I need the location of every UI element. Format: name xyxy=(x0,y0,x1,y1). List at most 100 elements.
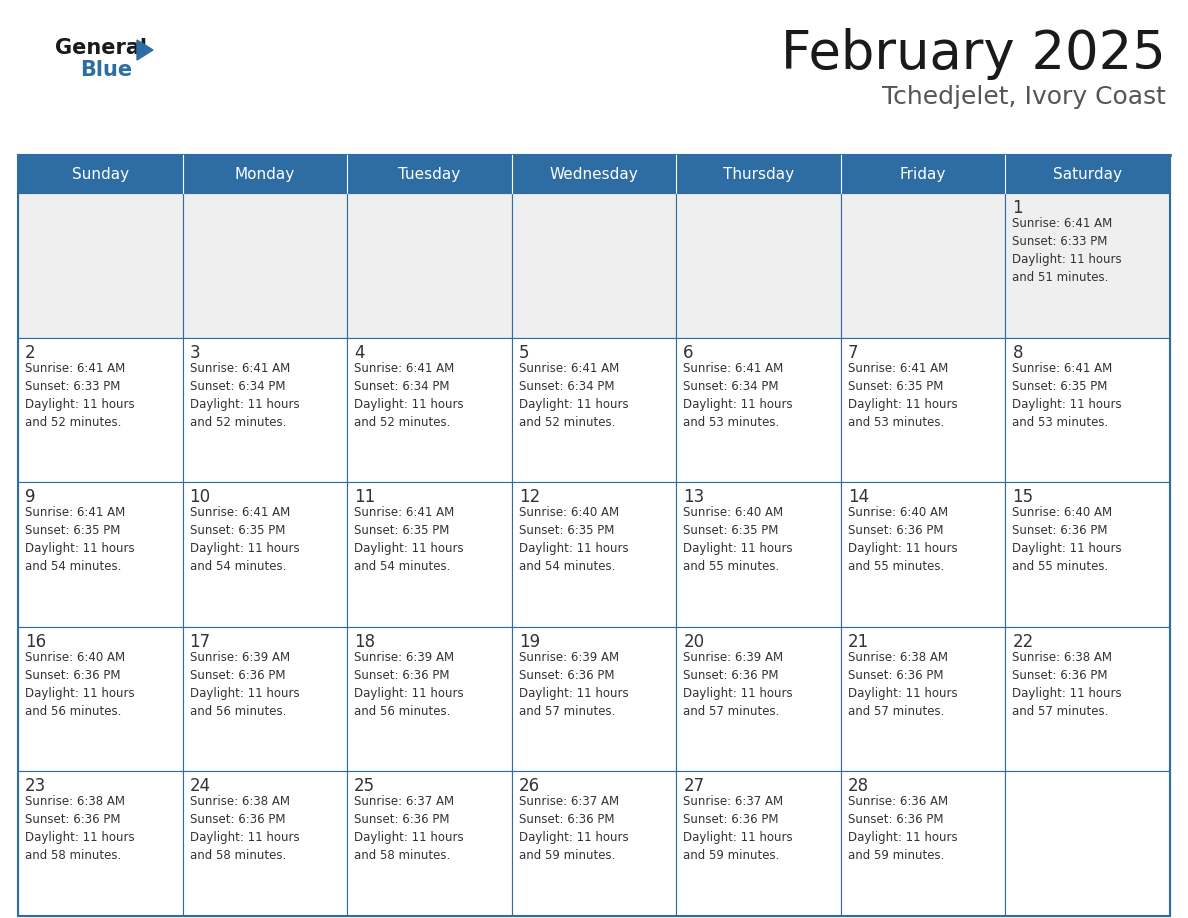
Bar xyxy=(347,771,512,916)
Text: 25: 25 xyxy=(354,778,375,795)
Bar xyxy=(841,193,1005,338)
Bar xyxy=(512,771,676,916)
Text: 11: 11 xyxy=(354,488,375,506)
Bar xyxy=(676,627,841,771)
Text: Sunrise: 6:38 AM
Sunset: 6:36 PM
Daylight: 11 hours
and 57 minutes.: Sunrise: 6:38 AM Sunset: 6:36 PM Dayligh… xyxy=(1012,651,1121,718)
Text: Sunrise: 6:41 AM
Sunset: 6:35 PM
Daylight: 11 hours
and 54 minutes.: Sunrise: 6:41 AM Sunset: 6:35 PM Dayligh… xyxy=(25,506,134,573)
Bar xyxy=(347,627,512,771)
Bar xyxy=(841,338,1005,482)
Text: 23: 23 xyxy=(25,778,46,795)
Text: Sunrise: 6:40 AM
Sunset: 6:36 PM
Daylight: 11 hours
and 55 minutes.: Sunrise: 6:40 AM Sunset: 6:36 PM Dayligh… xyxy=(848,506,958,573)
Bar xyxy=(512,338,676,482)
Bar xyxy=(1005,771,1170,916)
Bar xyxy=(1005,193,1170,338)
Text: Sunrise: 6:41 AM
Sunset: 6:33 PM
Daylight: 11 hours
and 51 minutes.: Sunrise: 6:41 AM Sunset: 6:33 PM Dayligh… xyxy=(1012,217,1121,284)
Text: 26: 26 xyxy=(519,778,539,795)
Text: 20: 20 xyxy=(683,633,704,651)
Bar xyxy=(183,193,347,338)
Text: Thursday: Thursday xyxy=(723,166,794,182)
Text: Blue: Blue xyxy=(80,60,132,80)
Text: 1: 1 xyxy=(1012,199,1023,217)
Text: Sunrise: 6:36 AM
Sunset: 6:36 PM
Daylight: 11 hours
and 59 minutes.: Sunrise: 6:36 AM Sunset: 6:36 PM Dayligh… xyxy=(848,795,958,862)
Text: 4: 4 xyxy=(354,343,365,362)
Text: 5: 5 xyxy=(519,343,529,362)
Text: Sunrise: 6:39 AM
Sunset: 6:36 PM
Daylight: 11 hours
and 57 minutes.: Sunrise: 6:39 AM Sunset: 6:36 PM Dayligh… xyxy=(519,651,628,718)
Bar xyxy=(841,771,1005,916)
Text: Sunrise: 6:41 AM
Sunset: 6:34 PM
Daylight: 11 hours
and 52 minutes.: Sunrise: 6:41 AM Sunset: 6:34 PM Dayligh… xyxy=(354,362,463,429)
Bar xyxy=(18,193,183,338)
Text: 17: 17 xyxy=(190,633,210,651)
Bar xyxy=(676,155,841,193)
Text: 21: 21 xyxy=(848,633,870,651)
Text: 12: 12 xyxy=(519,488,541,506)
Polygon shape xyxy=(137,40,153,60)
Text: 2: 2 xyxy=(25,343,36,362)
Text: Sunrise: 6:39 AM
Sunset: 6:36 PM
Daylight: 11 hours
and 56 minutes.: Sunrise: 6:39 AM Sunset: 6:36 PM Dayligh… xyxy=(354,651,463,718)
Text: 7: 7 xyxy=(848,343,859,362)
Text: Sunrise: 6:38 AM
Sunset: 6:36 PM
Daylight: 11 hours
and 58 minutes.: Sunrise: 6:38 AM Sunset: 6:36 PM Dayligh… xyxy=(190,795,299,862)
Text: Sunrise: 6:41 AM
Sunset: 6:35 PM
Daylight: 11 hours
and 54 minutes.: Sunrise: 6:41 AM Sunset: 6:35 PM Dayligh… xyxy=(354,506,463,573)
Bar xyxy=(676,193,841,338)
Text: 6: 6 xyxy=(683,343,694,362)
Bar xyxy=(18,155,1170,193)
Text: Sunrise: 6:37 AM
Sunset: 6:36 PM
Daylight: 11 hours
and 58 minutes.: Sunrise: 6:37 AM Sunset: 6:36 PM Dayligh… xyxy=(354,795,463,862)
Bar xyxy=(1005,155,1170,193)
Text: 28: 28 xyxy=(848,778,868,795)
Text: Monday: Monday xyxy=(235,166,295,182)
Bar xyxy=(512,627,676,771)
Text: Sunrise: 6:40 AM
Sunset: 6:36 PM
Daylight: 11 hours
and 55 minutes.: Sunrise: 6:40 AM Sunset: 6:36 PM Dayligh… xyxy=(1012,506,1121,573)
Bar xyxy=(183,627,347,771)
Bar xyxy=(676,482,841,627)
Text: 18: 18 xyxy=(354,633,375,651)
Bar xyxy=(347,155,512,193)
Bar xyxy=(18,771,183,916)
Text: Sunrise: 6:37 AM
Sunset: 6:36 PM
Daylight: 11 hours
and 59 minutes.: Sunrise: 6:37 AM Sunset: 6:36 PM Dayligh… xyxy=(683,795,792,862)
Text: 3: 3 xyxy=(190,343,201,362)
Text: Sunrise: 6:41 AM
Sunset: 6:34 PM
Daylight: 11 hours
and 53 minutes.: Sunrise: 6:41 AM Sunset: 6:34 PM Dayligh… xyxy=(683,362,792,429)
Text: 24: 24 xyxy=(190,778,210,795)
Bar xyxy=(1005,338,1170,482)
Text: Tuesday: Tuesday xyxy=(398,166,461,182)
Text: Sunrise: 6:41 AM
Sunset: 6:35 PM
Daylight: 11 hours
and 54 minutes.: Sunrise: 6:41 AM Sunset: 6:35 PM Dayligh… xyxy=(190,506,299,573)
Text: 13: 13 xyxy=(683,488,704,506)
Bar xyxy=(18,627,183,771)
Text: Sunday: Sunday xyxy=(71,166,128,182)
Bar xyxy=(18,482,183,627)
Bar xyxy=(1005,482,1170,627)
Bar xyxy=(347,482,512,627)
Text: Sunrise: 6:41 AM
Sunset: 6:34 PM
Daylight: 11 hours
and 52 minutes.: Sunrise: 6:41 AM Sunset: 6:34 PM Dayligh… xyxy=(519,362,628,429)
Text: Sunrise: 6:41 AM
Sunset: 6:35 PM
Daylight: 11 hours
and 53 minutes.: Sunrise: 6:41 AM Sunset: 6:35 PM Dayligh… xyxy=(1012,362,1121,429)
Bar xyxy=(512,155,676,193)
Text: Sunrise: 6:40 AM
Sunset: 6:35 PM
Daylight: 11 hours
and 54 minutes.: Sunrise: 6:40 AM Sunset: 6:35 PM Dayligh… xyxy=(519,506,628,573)
Text: Sunrise: 6:41 AM
Sunset: 6:35 PM
Daylight: 11 hours
and 53 minutes.: Sunrise: 6:41 AM Sunset: 6:35 PM Dayligh… xyxy=(848,362,958,429)
Bar xyxy=(18,155,183,193)
Bar xyxy=(18,338,183,482)
Text: Sunrise: 6:38 AM
Sunset: 6:36 PM
Daylight: 11 hours
and 57 minutes.: Sunrise: 6:38 AM Sunset: 6:36 PM Dayligh… xyxy=(848,651,958,718)
Bar xyxy=(183,338,347,482)
Bar xyxy=(512,193,676,338)
Bar xyxy=(18,193,1170,916)
Text: Wednesday: Wednesday xyxy=(550,166,638,182)
Text: Sunrise: 6:40 AM
Sunset: 6:36 PM
Daylight: 11 hours
and 56 minutes.: Sunrise: 6:40 AM Sunset: 6:36 PM Dayligh… xyxy=(25,651,134,718)
Bar xyxy=(841,482,1005,627)
Text: Saturday: Saturday xyxy=(1054,166,1123,182)
Text: Friday: Friday xyxy=(901,166,947,182)
Text: Sunrise: 6:39 AM
Sunset: 6:36 PM
Daylight: 11 hours
and 57 minutes.: Sunrise: 6:39 AM Sunset: 6:36 PM Dayligh… xyxy=(683,651,792,718)
Bar xyxy=(676,338,841,482)
Text: Sunrise: 6:41 AM
Sunset: 6:33 PM
Daylight: 11 hours
and 52 minutes.: Sunrise: 6:41 AM Sunset: 6:33 PM Dayligh… xyxy=(25,362,134,429)
Bar xyxy=(841,627,1005,771)
Bar xyxy=(183,482,347,627)
Bar xyxy=(676,771,841,916)
Text: 15: 15 xyxy=(1012,488,1034,506)
Text: Tchedjelet, Ivory Coast: Tchedjelet, Ivory Coast xyxy=(883,85,1165,109)
Text: 19: 19 xyxy=(519,633,539,651)
Text: Sunrise: 6:39 AM
Sunset: 6:36 PM
Daylight: 11 hours
and 56 minutes.: Sunrise: 6:39 AM Sunset: 6:36 PM Dayligh… xyxy=(190,651,299,718)
Text: 9: 9 xyxy=(25,488,36,506)
Bar xyxy=(347,193,512,338)
Text: 27: 27 xyxy=(683,778,704,795)
Text: 16: 16 xyxy=(25,633,46,651)
Text: 10: 10 xyxy=(190,488,210,506)
Text: Sunrise: 6:38 AM
Sunset: 6:36 PM
Daylight: 11 hours
and 58 minutes.: Sunrise: 6:38 AM Sunset: 6:36 PM Dayligh… xyxy=(25,795,134,862)
Bar xyxy=(183,771,347,916)
Bar xyxy=(347,338,512,482)
